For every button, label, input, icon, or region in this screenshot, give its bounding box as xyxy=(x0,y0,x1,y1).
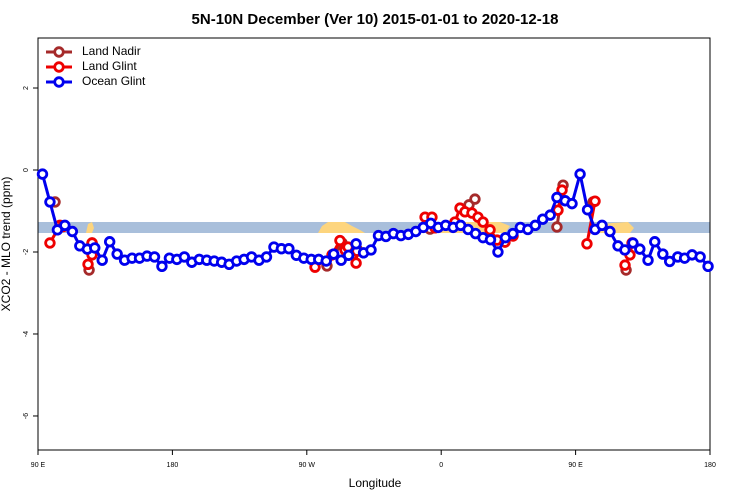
data-point xyxy=(178,251,191,263)
data-point xyxy=(44,237,56,249)
data-point xyxy=(492,246,504,258)
data-point xyxy=(649,236,661,248)
y-tick-label: 0 xyxy=(23,168,30,172)
data-point xyxy=(589,195,601,207)
data-point xyxy=(556,184,568,196)
legend-swatch-marker xyxy=(53,61,65,73)
data-point xyxy=(634,243,646,255)
data-point xyxy=(581,204,594,216)
legend-label: Land Glint xyxy=(82,59,137,73)
y-tick-label: -4 xyxy=(23,331,30,337)
data-point xyxy=(657,248,669,260)
data-point xyxy=(566,197,578,210)
x-tick-label: 90 W xyxy=(299,462,316,469)
data-point xyxy=(335,254,347,266)
data-point xyxy=(507,227,519,240)
data-point xyxy=(477,216,489,228)
legend-swatch-marker xyxy=(53,76,65,88)
x-tick-label: 90 E xyxy=(568,462,583,469)
data-point xyxy=(702,260,714,273)
y-tick-label: -2 xyxy=(23,249,30,255)
data-point xyxy=(327,248,340,260)
data-point xyxy=(604,225,616,238)
data-point xyxy=(544,209,556,221)
data-point xyxy=(334,234,346,247)
y-tick-label: -6 xyxy=(23,413,30,419)
y-axis-label: XCO2 - MLO trend (ppm) xyxy=(0,177,13,312)
ocean-band xyxy=(38,222,710,233)
data-point xyxy=(529,219,541,232)
data-point xyxy=(96,254,108,266)
x-tick-label: 0 xyxy=(439,462,443,469)
data-point xyxy=(59,219,71,232)
data-point xyxy=(619,244,631,256)
data-point xyxy=(82,258,94,270)
chart-title: 5N-10N December (Ver 10) 2015-01-01 to 2… xyxy=(192,11,559,28)
x-tick-label: 180 xyxy=(704,462,716,469)
data-point xyxy=(581,238,593,250)
land-patch xyxy=(318,222,365,233)
data-point xyxy=(694,251,706,263)
data-point xyxy=(365,244,377,256)
data-point xyxy=(642,254,654,266)
y-tick-label: 2 xyxy=(23,86,30,90)
data-point xyxy=(551,221,563,233)
data-point xyxy=(574,168,586,180)
legend-swatch-marker xyxy=(53,46,65,58)
data-point xyxy=(484,233,497,246)
legend-label: Ocean Glint xyxy=(82,74,146,88)
data-point xyxy=(148,251,161,263)
data-point xyxy=(283,243,295,255)
data-point xyxy=(350,238,362,250)
legend-label: Land Nadir xyxy=(82,44,141,58)
data-point xyxy=(342,249,355,261)
data-point xyxy=(350,257,362,269)
data-point xyxy=(663,255,676,268)
x-tick-label: 90 E xyxy=(31,462,46,469)
data-point xyxy=(484,224,496,236)
data-point xyxy=(619,259,631,271)
land-patch xyxy=(86,222,94,233)
series xyxy=(36,168,714,273)
data-point xyxy=(66,225,79,238)
data-point xyxy=(89,242,101,254)
plot-frame xyxy=(37,37,711,451)
data-point xyxy=(260,251,273,263)
data-point xyxy=(596,219,608,232)
data-point xyxy=(44,196,56,208)
data-point xyxy=(36,168,49,180)
x-tick-label: 180 xyxy=(167,462,179,469)
data-point xyxy=(156,260,168,273)
data-point xyxy=(111,248,123,260)
data-point xyxy=(627,237,639,249)
x-axis-label: Longitude xyxy=(349,476,402,490)
data-point xyxy=(469,193,481,205)
data-point xyxy=(320,255,332,267)
data-point xyxy=(103,236,116,248)
